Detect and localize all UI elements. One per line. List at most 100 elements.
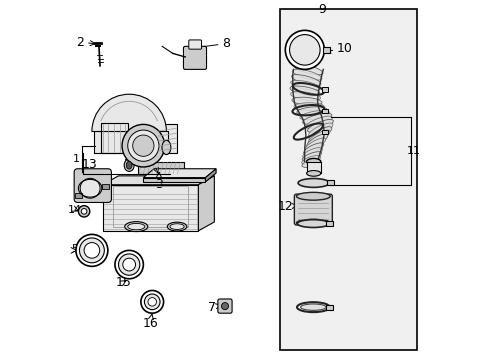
Bar <box>101 123 128 153</box>
Polygon shape <box>138 162 184 174</box>
Ellipse shape <box>306 158 320 165</box>
Ellipse shape <box>124 159 134 171</box>
Circle shape <box>115 250 143 279</box>
Text: 12: 12 <box>277 200 297 213</box>
Circle shape <box>289 35 320 65</box>
Ellipse shape <box>306 134 327 148</box>
FancyBboxPatch shape <box>188 40 201 49</box>
Ellipse shape <box>162 140 170 154</box>
Ellipse shape <box>302 152 321 161</box>
Text: 8: 8 <box>197 37 229 50</box>
Polygon shape <box>143 177 205 182</box>
Text: 1: 1 <box>72 154 79 164</box>
Bar <box>325 305 332 310</box>
Ellipse shape <box>308 123 332 136</box>
Polygon shape <box>205 169 216 182</box>
Text: 4: 4 <box>147 151 158 173</box>
Ellipse shape <box>293 64 322 75</box>
Circle shape <box>285 30 324 69</box>
Bar <box>325 221 332 226</box>
Polygon shape <box>102 176 214 185</box>
Ellipse shape <box>297 220 328 228</box>
Circle shape <box>148 298 156 306</box>
Bar <box>102 184 109 189</box>
Polygon shape <box>198 176 214 231</box>
Ellipse shape <box>301 156 320 164</box>
Ellipse shape <box>296 219 329 226</box>
FancyBboxPatch shape <box>218 299 232 313</box>
Bar <box>326 180 334 185</box>
Polygon shape <box>143 169 216 177</box>
Bar <box>75 193 82 198</box>
Bar <box>280 9 416 350</box>
Ellipse shape <box>124 222 147 231</box>
Text: 2: 2 <box>77 36 95 49</box>
Text: 3: 3 <box>154 172 162 190</box>
Text: 10: 10 <box>325 42 352 55</box>
Ellipse shape <box>167 222 186 231</box>
Ellipse shape <box>305 116 332 129</box>
Ellipse shape <box>296 192 329 200</box>
Ellipse shape <box>290 91 320 100</box>
Circle shape <box>118 254 140 275</box>
Circle shape <box>80 238 104 263</box>
Ellipse shape <box>307 120 333 132</box>
Ellipse shape <box>127 224 144 230</box>
Ellipse shape <box>308 127 331 140</box>
Ellipse shape <box>303 143 323 154</box>
Circle shape <box>80 178 100 198</box>
FancyBboxPatch shape <box>183 46 206 69</box>
Circle shape <box>122 125 164 167</box>
Circle shape <box>141 291 163 313</box>
Circle shape <box>81 208 87 214</box>
Ellipse shape <box>290 80 320 90</box>
Ellipse shape <box>293 103 324 111</box>
Ellipse shape <box>302 113 331 124</box>
Ellipse shape <box>305 138 325 150</box>
Bar <box>322 47 330 53</box>
Circle shape <box>78 206 90 217</box>
Text: 6: 6 <box>122 148 130 164</box>
Bar <box>321 109 327 113</box>
Ellipse shape <box>292 69 321 80</box>
Text: 7: 7 <box>207 301 221 314</box>
Bar <box>321 130 327 134</box>
Ellipse shape <box>291 97 321 105</box>
Ellipse shape <box>301 159 320 167</box>
Circle shape <box>132 135 154 156</box>
Text: 5: 5 <box>71 244 78 253</box>
Polygon shape <box>102 185 198 231</box>
Bar <box>281 11 414 348</box>
Circle shape <box>76 234 108 266</box>
Text: 13: 13 <box>81 158 97 181</box>
FancyBboxPatch shape <box>74 169 111 202</box>
Text: 16: 16 <box>142 314 158 330</box>
Ellipse shape <box>306 171 320 176</box>
Circle shape <box>127 130 159 161</box>
Ellipse shape <box>296 107 326 115</box>
FancyBboxPatch shape <box>294 194 332 225</box>
Ellipse shape <box>289 86 319 95</box>
Circle shape <box>221 302 228 310</box>
Circle shape <box>122 258 135 271</box>
Ellipse shape <box>302 148 322 158</box>
Ellipse shape <box>296 302 329 312</box>
Ellipse shape <box>307 130 329 144</box>
Circle shape <box>84 243 100 258</box>
Ellipse shape <box>170 224 184 229</box>
Text: 14: 14 <box>68 205 82 215</box>
Circle shape <box>144 294 160 310</box>
Polygon shape <box>94 131 168 153</box>
Ellipse shape <box>126 161 132 169</box>
Bar <box>321 87 327 92</box>
Polygon shape <box>157 125 177 153</box>
Ellipse shape <box>291 75 320 85</box>
Text: 15: 15 <box>115 276 131 289</box>
Bar <box>306 162 320 174</box>
Text: 9: 9 <box>318 3 326 15</box>
Text: 11: 11 <box>407 146 420 156</box>
Ellipse shape <box>300 304 325 310</box>
Ellipse shape <box>299 111 329 120</box>
Ellipse shape <box>298 179 328 188</box>
Wedge shape <box>92 94 166 131</box>
